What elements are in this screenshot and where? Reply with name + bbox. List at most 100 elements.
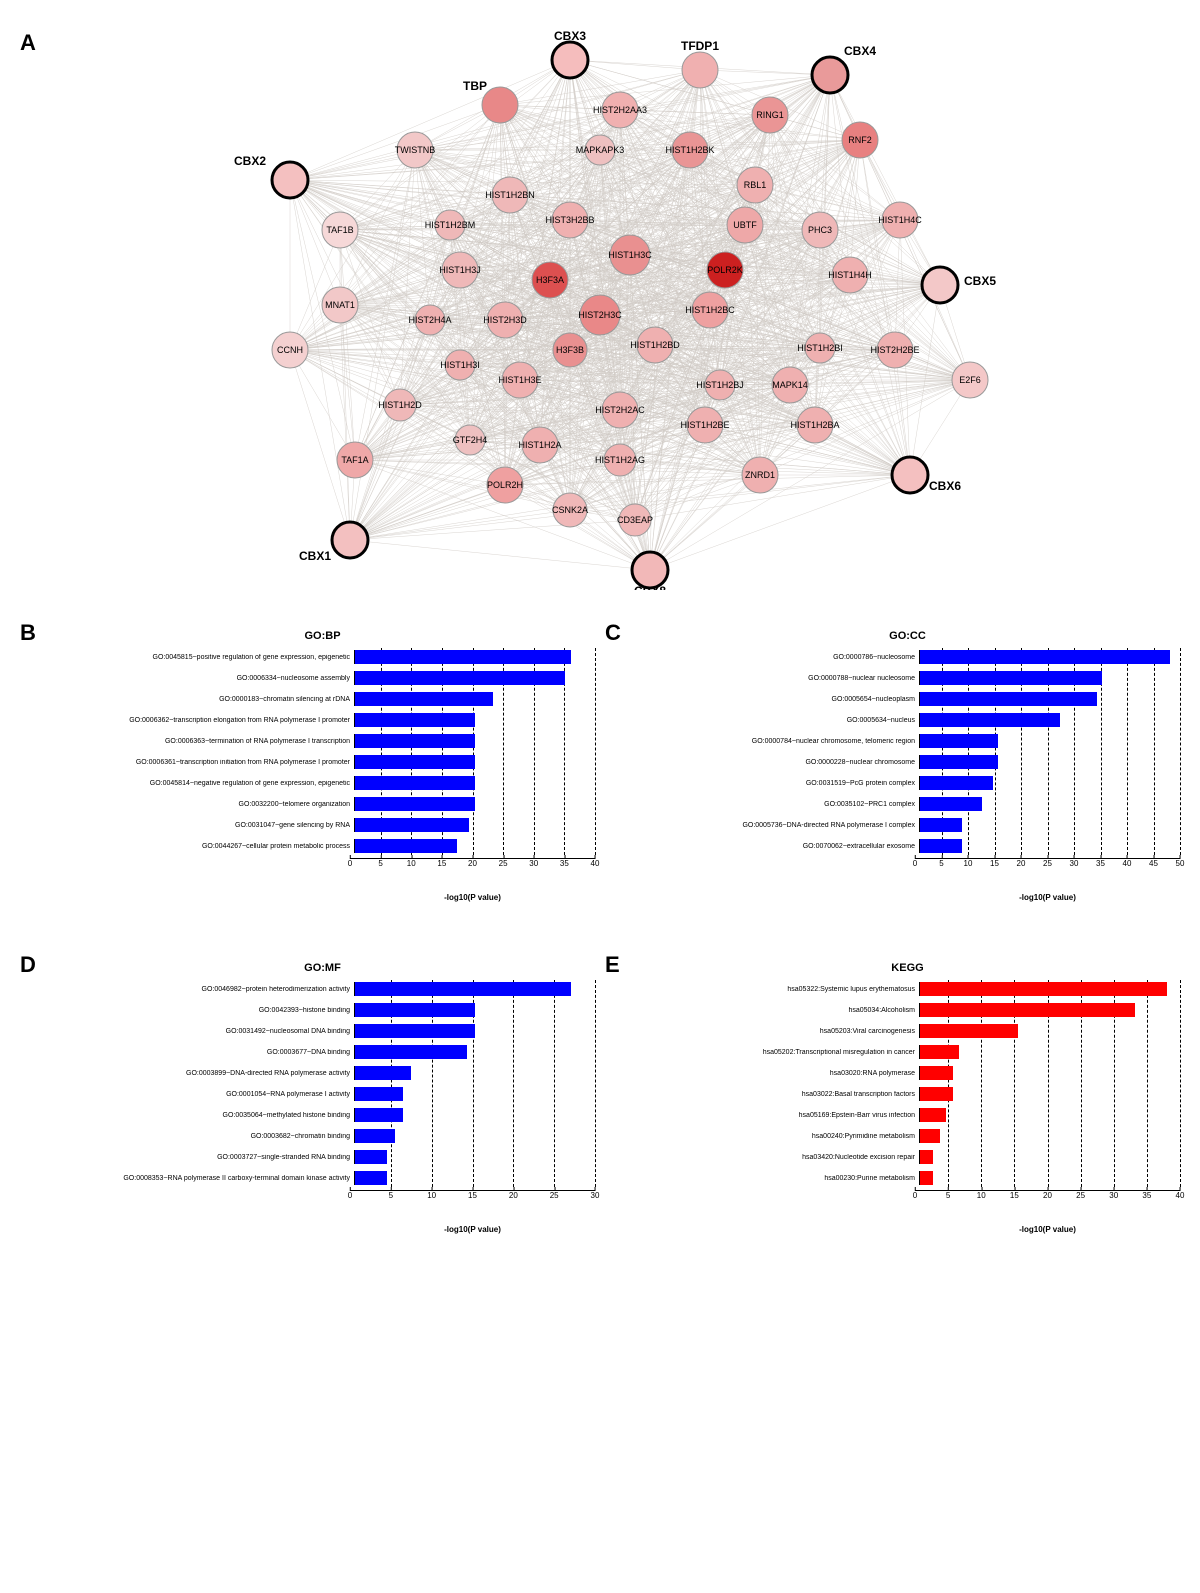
network-node-label: HIST1H4C [878,215,922,225]
network-node-label: MNAT1 [325,300,355,310]
bar-label: hsa00240:Pyrimidine metabolism [635,1133,919,1140]
bar-fill [355,1045,467,1059]
panel-E: E KEGGhsa05322:Systemic lupus erythemato… [635,962,1180,1234]
axis-tick: 15 [990,859,999,868]
network-node-label: CD3EAP [617,515,653,525]
bar-fill [920,1045,959,1059]
network-node-label: HIST1H2BD [630,340,680,350]
bar-fill [920,713,1060,727]
bar-fill [355,776,475,790]
bar-fill [355,755,475,769]
charts-row-de: D GO:MFGO:0046982~protein heterodimeriza… [50,962,1180,1234]
x-axis-label: -log10(P value) [350,1225,595,1234]
bar-label: GO:0001054~RNA polymerase I activity [50,1091,354,1098]
bar-row: GO:0000788~nuclear nucleosome [635,669,1180,687]
axis-tick: 10 [407,859,416,868]
panel-label-B: B [20,620,36,646]
bar-fill [355,1108,403,1122]
bar-row: GO:0031047~gene silencing by RNA [50,816,595,834]
bar-fill [920,755,998,769]
axis-tick: 20 [509,1191,518,1200]
bar-fill [355,1150,387,1164]
bar-fill [920,1171,933,1185]
bar-fill [355,713,475,727]
network-node-label: HIST2H3C [578,310,622,320]
bar-row: GO:0008353~RNA polymerase II carboxy-ter… [50,1169,595,1187]
network-node-label: HIST2H3D [483,315,527,325]
network-node-label: CBX8 [634,584,666,590]
axis-tick: 25 [550,1191,559,1200]
x-axis-label: -log10(P value) [915,893,1180,902]
axis-tick: 5 [389,1191,393,1200]
bar-fill [920,1150,933,1164]
network-node-label: HIST1H3J [439,265,481,275]
bar-label: GO:0045815~positive regulation of gene e… [50,654,354,661]
axis-tick: 10 [964,859,973,868]
network-node-label: RNF2 [848,135,872,145]
bar-fill [920,692,1097,706]
bar-row: GO:0005736~DNA-directed RNA polymerase I… [635,816,1180,834]
bar-fill [355,1066,411,1080]
bar-row: GO:0070062~extracellular exosome [635,837,1180,855]
panel-label-A: A [20,30,36,56]
panel-B: B GO:BPGO:0045815~positive regulation of… [50,630,595,902]
bar-label: GO:0031047~gene silencing by RNA [50,822,354,829]
axis-tick: 25 [1043,859,1052,868]
panel-label-C: C [605,620,621,646]
bar-label: GO:0008353~RNA polymerase II carboxy-ter… [50,1175,354,1182]
network-node-label: HIST1H2BN [485,190,535,200]
network-svg: CBX3TFDP1CBX4TBPHIST2H2AA3RING1CBX2TWIST… [200,30,1000,590]
axis-tick: 5 [939,859,943,868]
bar-row: GO:0000228~nuclear chromosome [635,753,1180,771]
bar-fill [920,1129,940,1143]
bar-row: GO:0031492~nucleosomal DNA binding [50,1022,595,1040]
charts-row-bc: B GO:BPGO:0045815~positive regulation of… [50,630,1180,902]
figure-root: A CBX3TFDP1CBX4TBPHIST2H2AA3RING1CBX2TWI… [20,30,1180,1234]
network-node-label: HIST1H2BE [680,420,729,430]
bar-fill [355,692,493,706]
bar-fill [920,671,1102,685]
network-node-label: HIST2H2BE [870,345,919,355]
bar-label: hsa00230:Purine metabolism [635,1175,919,1182]
bar-label: GO:0000228~nuclear chromosome [635,759,919,766]
bar-row: GO:0001054~RNA polymerase I activity [50,1085,595,1103]
axis-tick: 25 [499,859,508,868]
bar-label: GO:0000784~nuclear chromosome, telomeric… [635,738,919,745]
panel-label-D: D [20,952,36,978]
network-node-label: CCNH [277,345,303,355]
axis-tick: 15 [468,1191,477,1200]
bar-row: hsa05169:Epstein-Barr virus infection [635,1106,1180,1124]
axis-tick: 5 [378,859,382,868]
network-node-label: HIST2H2AC [595,405,645,415]
x-axis-label: -log10(P value) [915,1225,1180,1234]
network-node-label: MAPK14 [772,380,808,390]
axis-tick: 10 [977,1191,986,1200]
network-node-label: HIST1H2BC [685,305,735,315]
bar-fill [355,1129,395,1143]
bar-row: hsa03420:Nucleotide excision repair [635,1148,1180,1166]
network-node-label: GTF2H4 [453,435,488,445]
network-node-label: POLR2H [487,480,523,490]
network-node-label: POLR2K [707,265,743,275]
bar-row: hsa05202:Transcriptional misregulation i… [635,1043,1180,1061]
axis-tick: 30 [591,1191,600,1200]
x-axis-label: -log10(P value) [350,893,595,902]
network-node-label: TAF1A [341,455,368,465]
network-node [552,42,588,78]
axis-tick: 35 [1096,859,1105,868]
bar-fill [920,982,1167,996]
bar-row: GO:0000784~nuclear chromosome, telomeric… [635,732,1180,750]
bar-row: GO:0006334~nucleosome assembly [50,669,595,687]
axis-tick: 15 [437,859,446,868]
network-node-label: CBX2 [234,154,266,168]
bar-fill [355,1003,475,1017]
chart-title: GO:CC [635,630,1180,642]
bar-row: GO:0035064~methylated histone binding [50,1106,595,1124]
bar-row: GO:0006363~termination of RNA polymerase… [50,732,595,750]
chart-title: GO:MF [50,962,595,974]
bar-label: GO:0000786~nucleosome [635,654,919,661]
network-node-label: TFDP1 [681,39,719,53]
bar-label: hsa05202:Transcriptional misregulation i… [635,1049,919,1056]
bar-row: GO:0003682~chromatin binding [50,1127,595,1145]
panel-D: D GO:MFGO:0046982~protein heterodimeriza… [50,962,595,1234]
